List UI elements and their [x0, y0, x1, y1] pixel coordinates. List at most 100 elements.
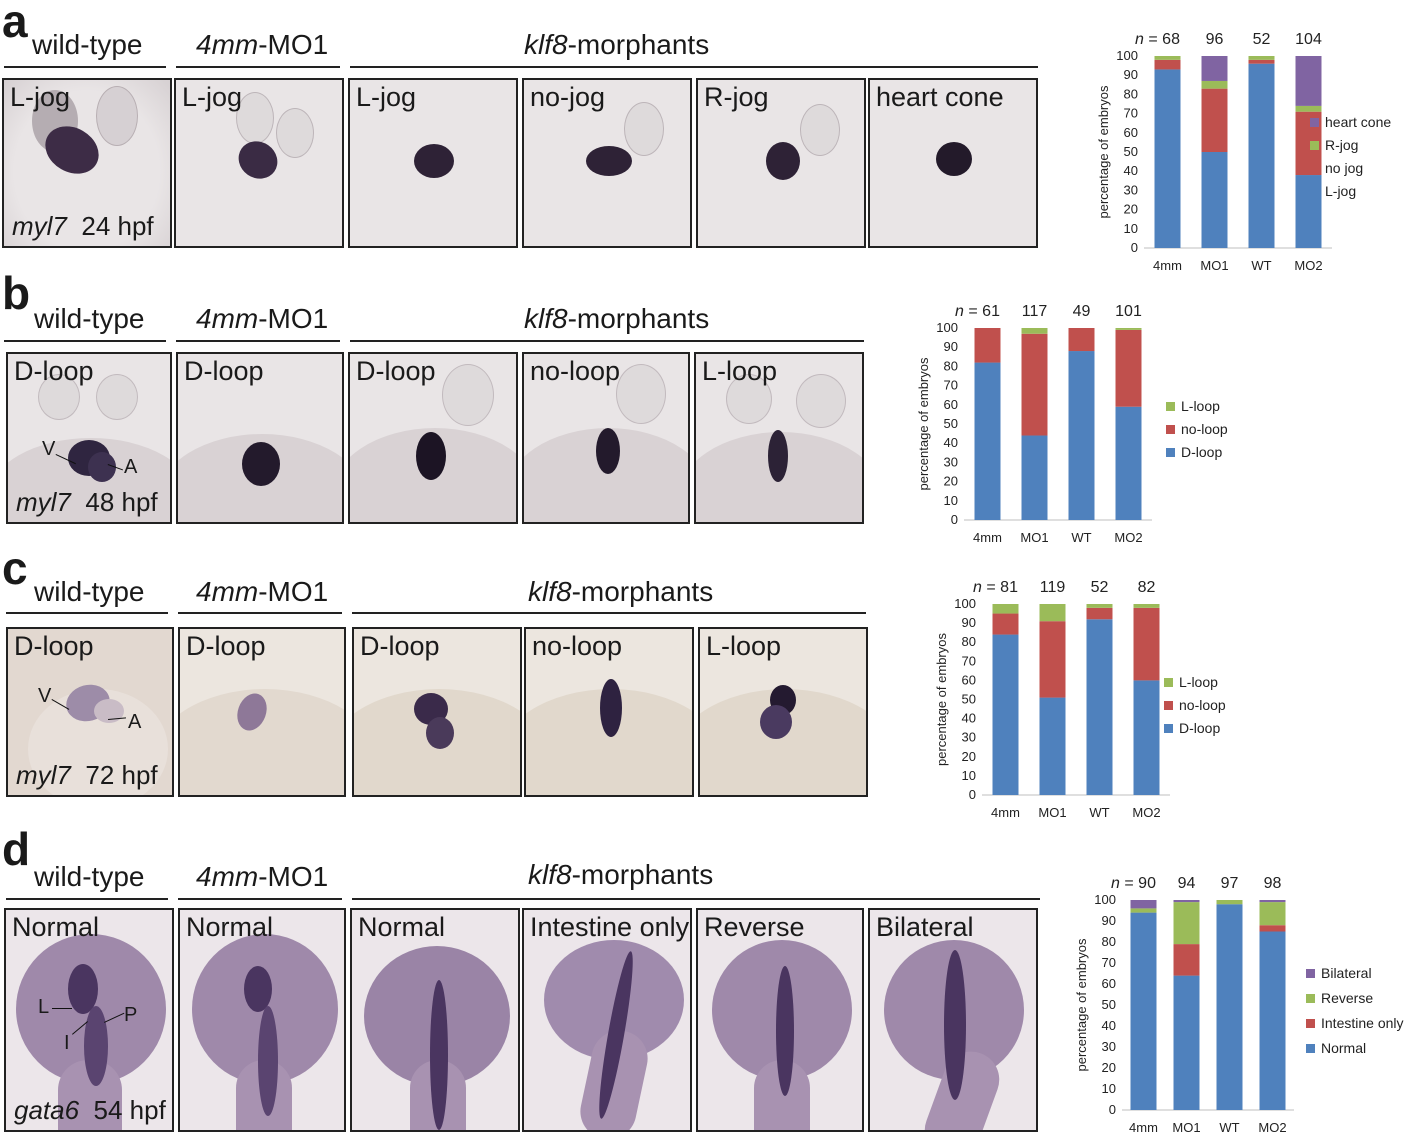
header-klf8-rest: -morphants [571, 576, 714, 607]
header-wild-type: wild-type [34, 861, 145, 892]
panel-label: a [2, 0, 28, 47]
y-axis-title: percentage of embryos [1074, 938, 1089, 1071]
header-wild-type: wild-type [34, 576, 145, 607]
x-tick-label: MO1 [1172, 1120, 1200, 1135]
bar-segment [1039, 697, 1066, 795]
header-4mm-mo1: 4mm-MO1 [196, 30, 328, 60]
legend-swatch [1310, 187, 1319, 196]
n-count-label: 52 [1091, 579, 1109, 596]
micrograph-klf8-2: no-jog [522, 78, 692, 248]
header-rule [6, 612, 168, 614]
legend-label: L-jog [1325, 183, 1356, 199]
bar-segment [1021, 328, 1048, 334]
y-tick-label: 10 [1102, 1081, 1116, 1096]
legend-label: L-loop [1181, 398, 1220, 414]
image-caption: gata6 54 hpf [14, 1095, 166, 1126]
bar-segment [1115, 406, 1142, 520]
x-tick-label: WT [1219, 1120, 1239, 1135]
marker-liver: L [38, 996, 50, 1018]
bar-segment [1021, 435, 1048, 520]
header-rule [178, 898, 342, 900]
bar-segment [1248, 63, 1275, 249]
y-tick-label: 90 [944, 339, 958, 354]
x-tick-label: MO2 [1294, 258, 1322, 273]
bar-segment [1086, 619, 1113, 795]
header-klf8-rest: -morphants [567, 303, 710, 334]
y-tick-label: 80 [1102, 934, 1116, 949]
legend-label: L-loop [1179, 674, 1218, 690]
image-label: L-loop [706, 631, 782, 661]
y-tick-label: 70 [1124, 106, 1138, 121]
image-label: L-loop [702, 356, 778, 386]
image-label: D-loop [14, 631, 94, 661]
y-tick-label: 40 [1124, 163, 1138, 178]
micrograph-klf8-1: D-loop [352, 627, 522, 797]
bar-segment [992, 604, 1019, 614]
image-label: L-jog [10, 82, 71, 112]
y-tick-label: 80 [944, 358, 958, 373]
y-tick-label: 90 [1102, 913, 1116, 928]
bar-segment [1086, 607, 1113, 620]
caption-gene: myl7 [16, 760, 71, 790]
bar-segment [1115, 329, 1142, 407]
y-tick-label: 60 [1124, 125, 1138, 140]
micrograph-4mm-mo1: D-loop [176, 352, 344, 524]
bar-segment [1154, 59, 1181, 70]
panel-a: a wild-type 4mm-MO1 klf8-morphants L-jog… [0, 0, 1420, 273]
n-count-label: 101 [1115, 303, 1142, 320]
micrograph-wild-type: V A D-loop myl7 72 hpf [6, 627, 174, 797]
legend-label: D-loop [1181, 444, 1222, 460]
y-axis-title: percentage of embryos [934, 633, 949, 766]
y-tick-label: 100 [1116, 48, 1138, 63]
header-rule [350, 340, 864, 342]
y-tick-label: 0 [1131, 240, 1138, 255]
y-tick-label: 70 [1102, 955, 1116, 970]
bar-segment [1130, 908, 1157, 913]
bar-chart-d: 0 10 20 30 40 50 60 70 80 90 100 percentage of embr… [1074, 875, 1404, 1135]
y-tick-label: 30 [944, 454, 958, 469]
image-label: no-loop [530, 356, 621, 386]
header-4mm-italic: 4mm [196, 29, 259, 60]
bar-segment [1259, 925, 1286, 932]
legend-swatch [1306, 1044, 1315, 1053]
image-label: D-loop [14, 356, 94, 386]
y-tick-label: 0 [1109, 1102, 1116, 1117]
header-4mm-italic: 4mm [196, 303, 259, 334]
legend-swatch [1306, 1019, 1315, 1028]
marker-atrium: A [124, 456, 138, 478]
image-label: Normal [12, 912, 100, 942]
n-count-label: 98 [1264, 875, 1282, 892]
image-label: no-jog [530, 82, 606, 112]
bar-segment [1039, 604, 1066, 622]
header-klf8-italic: klf8 [528, 576, 572, 607]
bar-segment [1173, 975, 1200, 1110]
y-tick-label: 10 [1124, 221, 1138, 236]
n-count-label: 117 [1022, 303, 1048, 320]
bar-segment [1173, 902, 1200, 945]
x-tick-label: 4mm [973, 530, 1002, 545]
bar-segment [1201, 56, 1228, 81]
y-axis-title: percentage of embryos [1096, 85, 1111, 218]
caption-gene: myl7 [12, 211, 67, 241]
bar-segment [1154, 56, 1181, 60]
x-tick-label: WT [1251, 258, 1271, 273]
header-rule [352, 898, 1040, 900]
bar-segment [1115, 328, 1142, 330]
x-tick-label: 4mm [1153, 258, 1182, 273]
legend-label: Intestine only [1321, 1015, 1404, 1031]
n-count-label: n = 61 [955, 303, 1000, 320]
y-tick-label: 40 [1102, 1018, 1116, 1033]
y-tick-label: 50 [962, 692, 976, 707]
n-count-label: n = 68 [1135, 31, 1180, 48]
image-label: L-jog [182, 82, 243, 112]
image-caption: myl7 72 hpf [16, 760, 158, 791]
header-klf8-rest: -morphants [571, 859, 714, 890]
y-tick-label: 10 [944, 493, 958, 508]
legend-swatch [1166, 448, 1175, 457]
marker-line [52, 1008, 72, 1009]
header-klf8-morphants: klf8-morphants [528, 860, 713, 890]
header-wild-type: wild-type [34, 303, 145, 334]
caption-stage: 54 hpf [93, 1095, 166, 1125]
header-rule [350, 66, 1038, 68]
header-wild-type: wild-type [32, 29, 143, 60]
